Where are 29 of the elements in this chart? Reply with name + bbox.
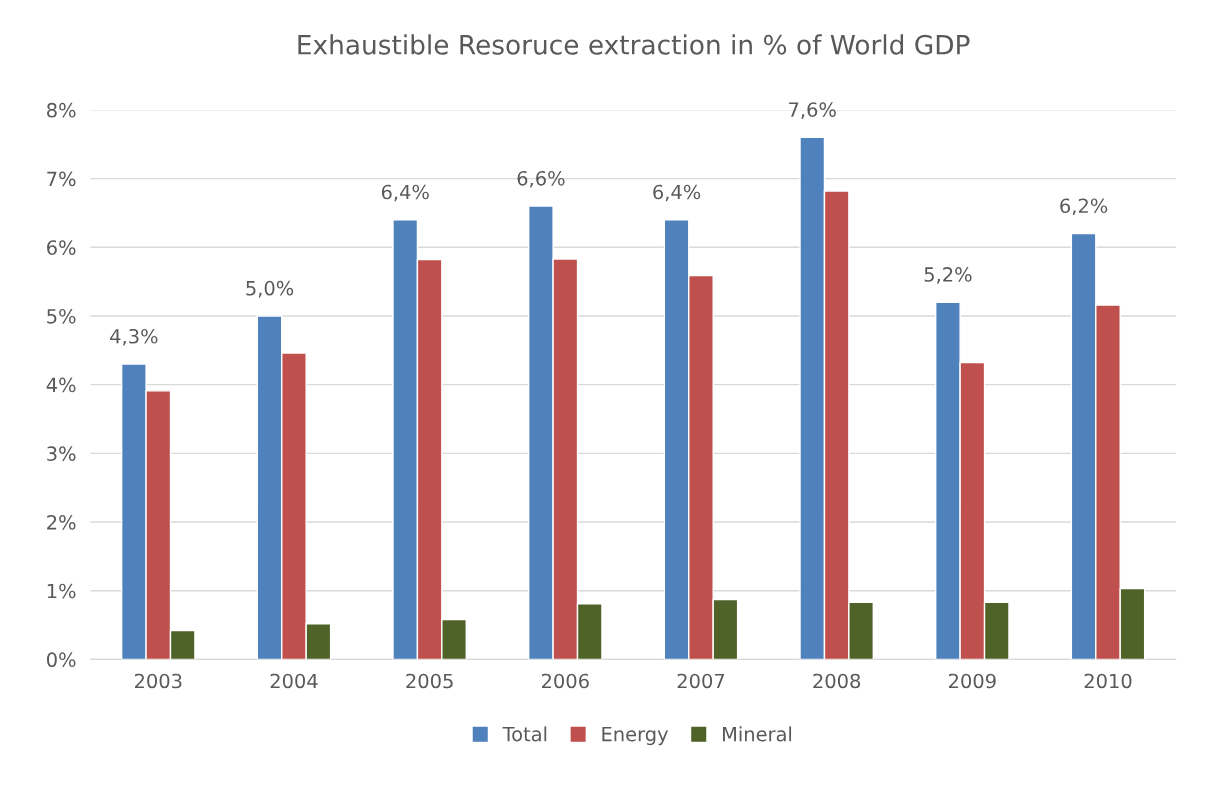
legend-label: Total	[502, 726, 547, 742]
x-tick-label: 2003	[134, 673, 182, 689]
data-label: 5,0%	[246, 280, 294, 298]
legend-label: Energy	[602, 726, 669, 746]
y-tick-label: 8%	[47, 102, 76, 118]
y-tick-label: 5%	[47, 308, 76, 324]
y-tick-label: 3%	[47, 446, 76, 461]
data-label: 6,2%	[1060, 198, 1108, 216]
x-tick-label: 2004	[270, 673, 318, 689]
data-label: 6,4%	[653, 184, 701, 202]
chart-title: Exhaustible Resoruce extraction in % of World GDP	[298, 34, 970, 55]
y-tick-label: 6%	[47, 240, 76, 255]
y-tick-label: 1%	[47, 583, 76, 599]
x-tick-label: 2010	[1084, 673, 1132, 689]
data-label: 6,6%	[517, 170, 565, 188]
y-tick-label: 0%	[47, 652, 76, 668]
x-tick-label: 2005	[406, 673, 453, 689]
x-tick-label: 2009	[949, 673, 996, 689]
data-label: 5,2%	[924, 267, 972, 284]
y-tick-label: 2%	[47, 514, 76, 530]
x-tick-label: 2007	[677, 673, 725, 689]
data-label: 7,6%	[789, 102, 836, 119]
y-tick-label: 7%	[47, 171, 76, 187]
data-label: 6,4%	[381, 184, 429, 202]
legend-label: Mineral	[723, 726, 792, 742]
x-tick-label: 2008	[813, 673, 861, 689]
x-tick-label: 2006	[541, 673, 589, 689]
data-label: 4,3%	[110, 328, 158, 346]
y-tick-label: 4%	[46, 377, 76, 393]
